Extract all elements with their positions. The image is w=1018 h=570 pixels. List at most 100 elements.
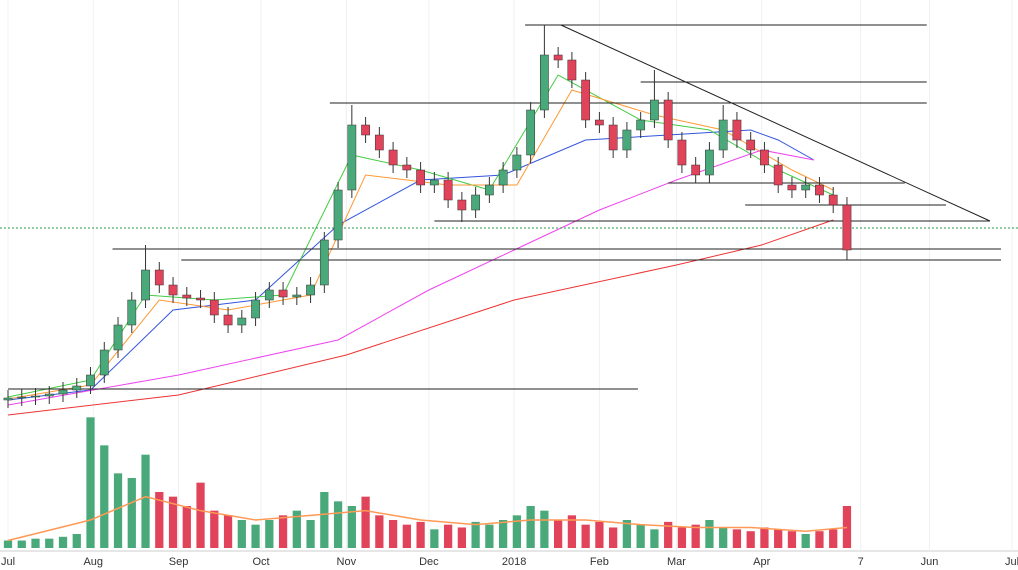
candle-body bbox=[209, 299, 219, 316]
candle-body bbox=[388, 149, 398, 166]
candle-body bbox=[622, 129, 632, 151]
candle-body bbox=[361, 124, 370, 136]
candle-body bbox=[196, 297, 205, 301]
candle-body bbox=[498, 169, 508, 186]
volume-bar bbox=[498, 520, 508, 548]
volume-bar bbox=[210, 510, 219, 548]
candle-body bbox=[471, 194, 480, 211]
candle-body bbox=[787, 184, 797, 191]
volume-bar bbox=[86, 417, 95, 548]
x-tick-label: Jul bbox=[1005, 556, 1018, 568]
x-tick-label: Aug bbox=[83, 556, 103, 568]
volume-bar bbox=[306, 520, 315, 548]
volume-bar bbox=[609, 527, 618, 548]
volume-bar bbox=[113, 473, 123, 548]
volume-bar bbox=[430, 529, 439, 548]
candle-body bbox=[828, 194, 838, 206]
candle-body bbox=[718, 119, 728, 151]
volume-bar bbox=[443, 524, 453, 548]
volume-bar bbox=[801, 534, 810, 548]
candle-body bbox=[526, 109, 536, 156]
volume-bar bbox=[622, 520, 632, 548]
candle-body bbox=[58, 389, 68, 395]
volume-bar bbox=[361, 496, 370, 548]
volume-bar bbox=[182, 506, 191, 548]
candle-body bbox=[801, 184, 811, 191]
candle-body bbox=[319, 239, 329, 286]
candle-body bbox=[416, 169, 425, 186]
volume-bar bbox=[333, 501, 343, 548]
candle-body bbox=[595, 119, 604, 126]
volume-bar bbox=[237, 520, 246, 548]
volume-bar bbox=[636, 524, 645, 548]
volume-bar bbox=[746, 531, 755, 548]
x-tick-label: Oct bbox=[253, 556, 270, 568]
candle-body bbox=[113, 324, 123, 351]
volume-bar bbox=[650, 529, 659, 548]
volume-bar bbox=[100, 445, 109, 548]
candle-body bbox=[86, 374, 95, 387]
volume-bar bbox=[554, 520, 563, 548]
candle-body bbox=[44, 393, 54, 397]
candle-body bbox=[581, 79, 591, 121]
candle-body bbox=[141, 269, 150, 301]
moving-average bbox=[7, 129, 815, 401]
volume-bar bbox=[567, 515, 577, 548]
volume-bar bbox=[774, 529, 783, 548]
candle-body bbox=[127, 299, 137, 326]
x-tick-label: Sep bbox=[169, 556, 189, 568]
volume-bar bbox=[732, 529, 742, 548]
candle-body bbox=[72, 385, 82, 391]
volume-average bbox=[7, 495, 848, 542]
candle-body bbox=[512, 154, 522, 171]
candle-body bbox=[540, 54, 549, 111]
candle-body bbox=[815, 184, 824, 196]
candle-body bbox=[457, 199, 467, 211]
volume-bar bbox=[347, 506, 356, 548]
candle-body bbox=[182, 294, 192, 299]
volume-bar bbox=[787, 531, 797, 548]
candle-body bbox=[264, 289, 274, 301]
volume-bar bbox=[265, 520, 274, 548]
volume-bar bbox=[526, 506, 535, 548]
volume-bar bbox=[278, 515, 288, 548]
candle-body bbox=[677, 139, 687, 166]
volume-bar bbox=[292, 510, 301, 548]
candle-body bbox=[237, 317, 247, 326]
volume-bar bbox=[664, 521, 673, 548]
volume-bar bbox=[45, 538, 54, 548]
candle-body bbox=[3, 397, 13, 401]
volume-bar bbox=[416, 521, 425, 548]
candle-body bbox=[608, 124, 618, 151]
candle-body bbox=[705, 149, 714, 176]
candle-body bbox=[251, 299, 260, 319]
volume-bar bbox=[829, 529, 838, 548]
candle-body bbox=[292, 294, 302, 298]
candle-body bbox=[306, 284, 315, 296]
x-tick-label: Jun bbox=[921, 556, 939, 568]
candle-body bbox=[663, 99, 673, 141]
x-tick-label: Feb bbox=[590, 556, 609, 568]
candle-body bbox=[484, 184, 494, 196]
x-tick-label: Mar bbox=[667, 556, 686, 568]
candle-body bbox=[333, 189, 343, 241]
volume-bar bbox=[677, 527, 687, 548]
volume-bar bbox=[512, 515, 522, 548]
x-tick-label: Dec bbox=[419, 556, 439, 568]
candle-body bbox=[773, 164, 783, 186]
volume-bar bbox=[320, 492, 329, 548]
candle-body bbox=[760, 149, 769, 166]
candle-body bbox=[278, 289, 288, 298]
x-tick-label: Apr bbox=[753, 556, 770, 568]
candle-body bbox=[31, 395, 40, 398]
candle-body bbox=[17, 396, 27, 399]
x-tick-label: 2018 bbox=[502, 556, 526, 568]
volume-bar bbox=[17, 540, 26, 548]
volume-bar bbox=[196, 482, 205, 548]
volume-bar bbox=[540, 510, 549, 548]
volume-bar bbox=[485, 524, 494, 548]
volume-bar bbox=[251, 524, 260, 548]
candle-body bbox=[732, 119, 742, 141]
